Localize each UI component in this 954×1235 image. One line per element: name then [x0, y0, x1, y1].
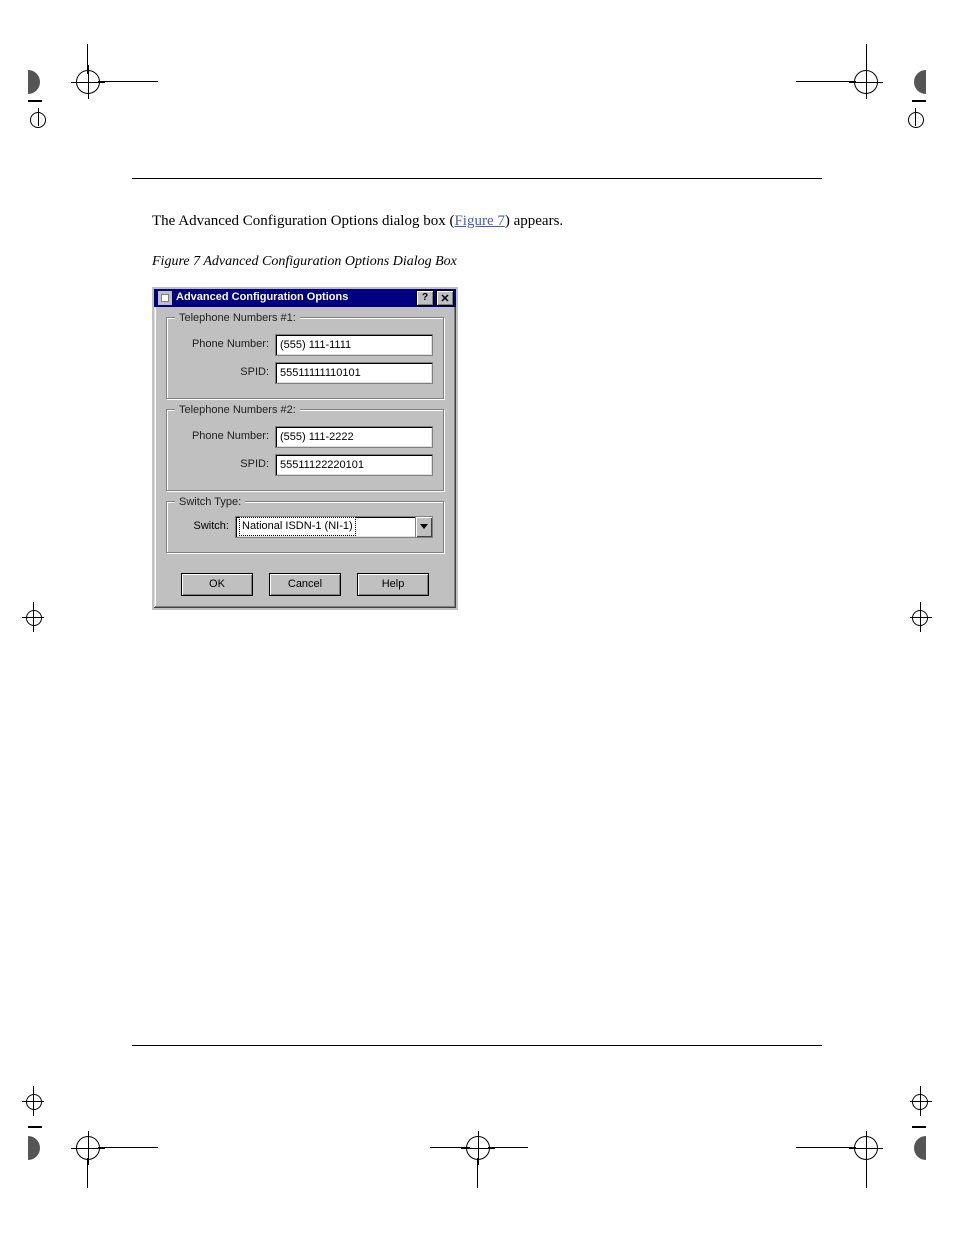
close-icon[interactable] — [436, 290, 454, 306]
app-icon — [158, 291, 172, 305]
spid-1-input[interactable] — [275, 362, 433, 384]
figure-ref-link[interactable]: Figure 7 — [454, 213, 504, 229]
switch-selected-text: National ISDN-1 (NI-1) — [239, 517, 356, 536]
intro-paragraph: The Advanced Configuration Options dialo… — [152, 210, 822, 233]
figure-caption: Figure 7 Advanced Configuration Options … — [152, 251, 822, 273]
phone-label: Phone Number: — [177, 336, 275, 353]
help-button[interactable]: Help — [357, 573, 429, 596]
dialog-titlebar: Advanced Configuration Options ? — [154, 289, 456, 307]
group-legend: Telephone Numbers #2: — [175, 402, 300, 419]
dialog-body: Telephone Numbers #1: Phone Number: SPID… — [154, 307, 456, 608]
group-legend: Telephone Numbers #1: — [175, 310, 300, 327]
group-phone-2: Telephone Numbers #2: Phone Number: SPID… — [166, 409, 444, 491]
cancel-button[interactable]: Cancel — [269, 573, 341, 596]
help-button-icon[interactable]: ? — [416, 290, 434, 306]
advanced-config-dialog: Advanced Configuration Options ? Telepho… — [152, 287, 458, 610]
switch-label: Switch: — [177, 518, 235, 535]
page-body: The Advanced Configuration Options dialo… — [152, 210, 822, 610]
ok-button[interactable]: OK — [181, 573, 253, 596]
phone-label: Phone Number: — [177, 428, 275, 445]
spid-2-input[interactable] — [275, 454, 433, 476]
switch-combobox[interactable]: National ISDN-1 (NI-1) — [235, 516, 433, 538]
phone-1-input[interactable] — [275, 334, 433, 356]
switch-selected: National ISDN-1 (NI-1) — [236, 517, 415, 537]
group-phone-1: Telephone Numbers #1: Phone Number: SPID… — [166, 317, 444, 399]
phone-2-input[interactable] — [275, 426, 433, 448]
spid-label: SPID: — [177, 456, 275, 473]
intro-suffix: ) appears. — [505, 213, 563, 229]
spid-label: SPID: — [177, 364, 275, 381]
dialog-title: Advanced Configuration Options — [176, 289, 414, 306]
group-switch-type: Switch Type: Switch: National ISDN-1 (NI… — [166, 501, 444, 553]
chevron-down-icon[interactable] — [415, 517, 432, 537]
intro-prefix: The Advanced Configuration Options dialo… — [152, 213, 454, 229]
dialog-button-row: OK Cancel Help — [166, 573, 444, 596]
group-legend: Switch Type: — [175, 494, 245, 511]
